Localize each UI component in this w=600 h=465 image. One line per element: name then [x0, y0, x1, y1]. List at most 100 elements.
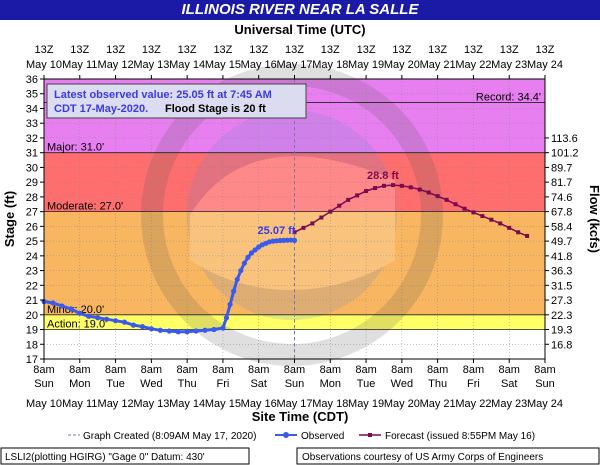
- threshold-lines: Record: 34.4' Major: 31.0' Moderate: 27.0'…: [44, 92, 545, 331]
- utc-tick-time: 13Z: [536, 44, 555, 56]
- site-tick-day: Sat: [501, 378, 518, 390]
- observed-point: [121, 319, 128, 325]
- utc-tick-date: May 22: [455, 59, 491, 71]
- stage-tick-label: 31: [26, 148, 38, 160]
- flow-tick-label: 49.7: [551, 236, 572, 248]
- site-tick-day: Mon: [320, 378, 341, 390]
- utc-tick-date: May 21: [420, 59, 456, 71]
- noaa-watermark: [141, 64, 443, 366]
- observed-point: [248, 250, 255, 256]
- utc-tick-time: 13Z: [249, 44, 268, 56]
- watermark-bird: [190, 156, 395, 290]
- footer-credit-text: Observations courtesy of US Army Corps o…: [302, 452, 543, 463]
- utc-tick-date: May 13: [133, 59, 169, 71]
- observed-point: [202, 327, 208, 333]
- stage-tick-label: 19: [26, 325, 38, 337]
- utc-tick-time: 13Z: [357, 44, 376, 56]
- utc-tick-time: 13Z: [70, 44, 89, 56]
- forecast-point: [292, 230, 297, 235]
- observed-point: [130, 322, 137, 328]
- watermark-disc: [187, 110, 397, 320]
- site-tick-time: 8am: [212, 364, 233, 376]
- site-tick-day: Wed: [140, 378, 162, 390]
- utc-tick-time: 13Z: [428, 44, 447, 56]
- utc-tick-time: 13Z: [392, 44, 411, 56]
- threshold-label-moderate: Moderate: 27.0': [47, 201, 123, 213]
- site-tick-date: May 10: [26, 398, 62, 410]
- site-tick-time: 8am: [176, 364, 197, 376]
- site-tick-time: 8am: [33, 364, 54, 376]
- stage-tick-label: 28: [26, 192, 38, 204]
- site-tick-date: May 15: [205, 398, 241, 410]
- forecast-point: [498, 221, 503, 226]
- info-box: Latest observed value: 25.05 ft at 7:45 …: [46, 83, 307, 119]
- stage-tick-label: 26: [26, 221, 38, 233]
- site-tick-time: 8am: [355, 364, 376, 376]
- stage-tick-label: 33: [26, 118, 38, 130]
- footer-station: LSLI2(plotting HGIRG) "Gage 0" Datum: 43…: [0, 447, 250, 465]
- stage-axis-title: Stage (ft): [2, 191, 17, 247]
- observed-point: [77, 310, 83, 316]
- utc-tick-date: May 15: [205, 59, 241, 71]
- site-tick-date: May 23: [491, 398, 527, 410]
- site-tick-time: 8am: [391, 364, 412, 376]
- utc-tick-time: 13Z: [500, 44, 519, 56]
- site-tick-time: 8am: [499, 364, 520, 376]
- flow-tick-label: 74.6: [551, 192, 572, 204]
- utc-tick-time: 13Z: [106, 44, 125, 56]
- flow-tick-label: 67.8: [551, 207, 572, 219]
- marker-layer: [41, 183, 530, 335]
- stage-tick-label: 34: [26, 103, 38, 115]
- observed-point: [234, 276, 240, 283]
- info-latest-line: Latest observed value: 25.05 ft at 7:45 …: [54, 89, 272, 101]
- forecast-point: [328, 209, 333, 214]
- observed-point: [193, 328, 199, 334]
- utc-tick-date: May 17: [276, 59, 312, 71]
- legend-observed-marker: [283, 432, 289, 438]
- observed-point: [291, 237, 298, 243]
- stage-tick-label: 36: [26, 74, 38, 86]
- utc-tick-date: May 23: [491, 59, 527, 71]
- site-tick-day: Sun: [34, 378, 54, 390]
- stage-axis: 17 18 19 20 21 22 23 24 25 26 27 28 29 30 31 32 33 34 35 36: [26, 74, 44, 366]
- observed-point: [166, 328, 172, 334]
- forecast-point: [417, 187, 422, 192]
- utc-tick-date: May 14: [169, 59, 205, 71]
- observed-point: [211, 326, 217, 333]
- forecast-point: [471, 210, 476, 215]
- flow-tick-label: 81.7: [551, 177, 572, 189]
- site-tick-date: May 14: [169, 398, 205, 410]
- stage-tick-label: 35: [26, 89, 38, 101]
- forecast-point: [462, 206, 467, 211]
- utc-axis-title: Universal Time (UTC): [234, 22, 365, 37]
- stage-tick-label: 30: [26, 162, 38, 174]
- site-tick-day: Wed: [391, 378, 413, 390]
- site-tick-date: May 17: [276, 398, 312, 410]
- forecast-point: [489, 217, 494, 222]
- site-tick-time: 8am: [69, 364, 90, 376]
- forecast-point: [444, 197, 449, 202]
- site-tick-time: 8am: [427, 364, 448, 376]
- site-tick-date: May 21: [420, 398, 456, 410]
- utc-tick-time: 13Z: [178, 44, 197, 56]
- footer-station-text: LSLI2(plotting HGIRG) "Gage 0" Datum: 43…: [5, 452, 205, 463]
- utc-tick-time: 13Z: [213, 44, 232, 56]
- observed-point: [238, 267, 244, 274]
- footer-credit: Observations courtesy of US Army Corps o…: [296, 447, 600, 465]
- stage-tick-label: 23: [26, 266, 38, 278]
- utc-tick-time: 13Z: [285, 44, 304, 56]
- utc-tick-date: May 10: [26, 59, 62, 71]
- site-tick-date: May 22: [455, 398, 491, 410]
- site-tick-time: 8am: [141, 364, 162, 376]
- flow-tick-label: 31.5: [551, 280, 572, 292]
- observed-point: [175, 329, 181, 335]
- utc-tick-date: May 19: [348, 59, 384, 71]
- forecast-point: [346, 197, 351, 202]
- flow-tick-label: 19.3: [551, 325, 572, 337]
- observed-point: [157, 327, 163, 333]
- forecast-point: [525, 233, 530, 238]
- stage-tick-label: 21: [26, 295, 38, 307]
- site-tick-date: May 19: [348, 398, 384, 410]
- flow-tick-label: 101.2: [551, 148, 579, 160]
